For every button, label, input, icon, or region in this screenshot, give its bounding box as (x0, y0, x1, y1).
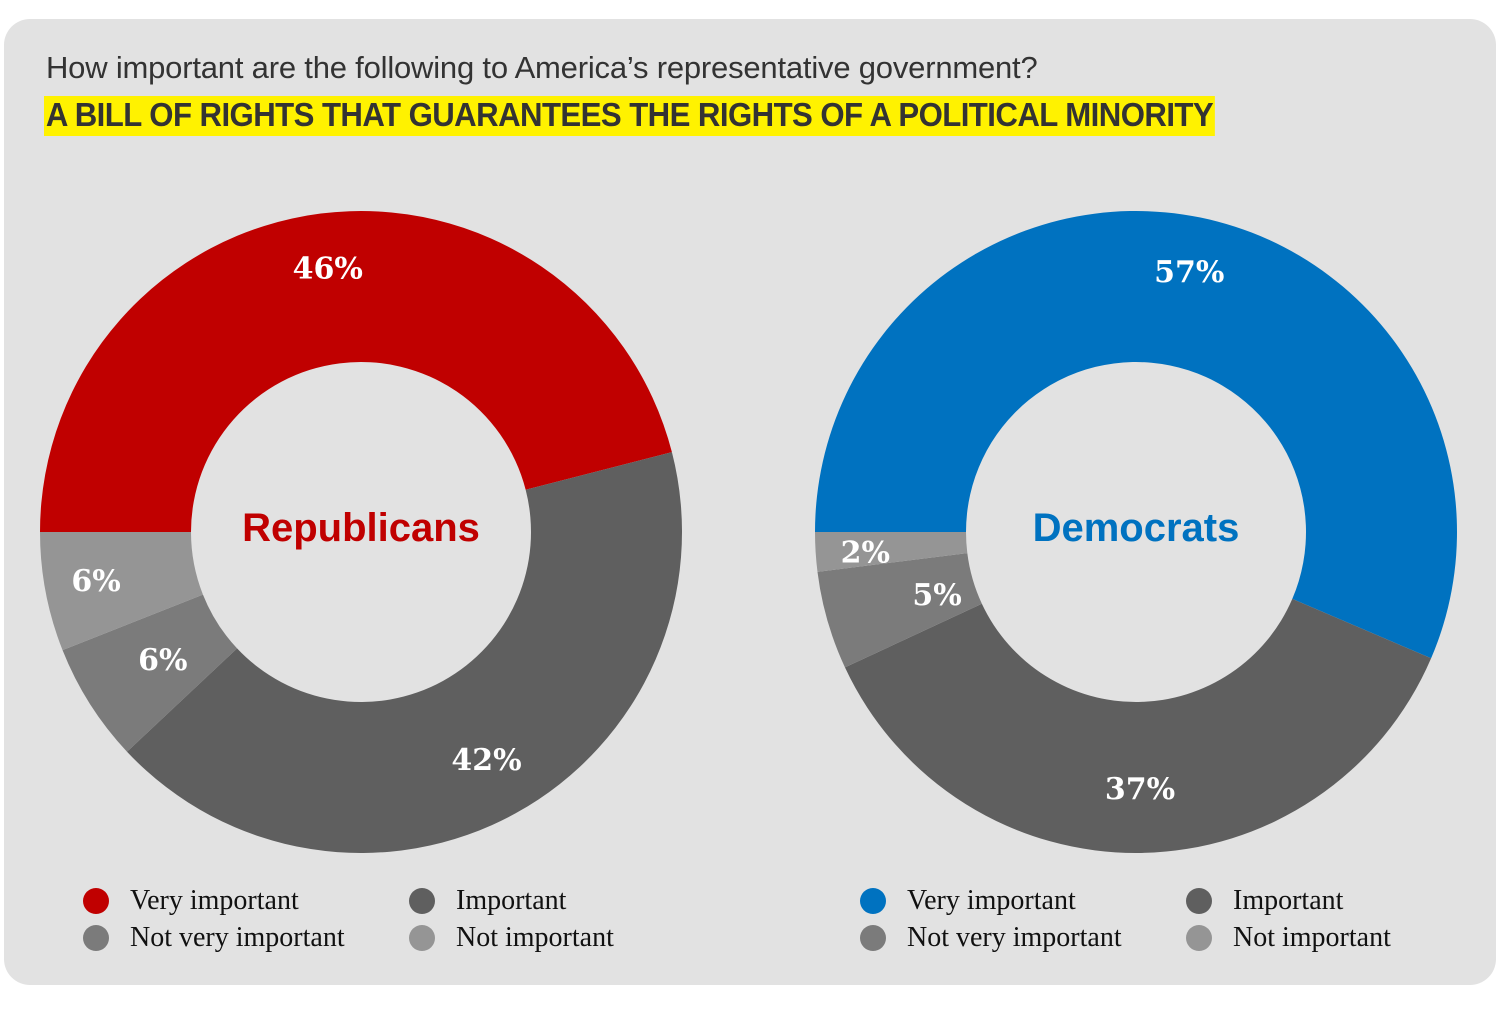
donut-slice-not-important (40, 532, 203, 651)
legend-dot-icon (860, 888, 886, 914)
republicans-donut: 46% 42% 6% 6% Republicans (40, 210, 682, 853)
donut-slice-not-very-important (817, 553, 982, 668)
slice-label-important: 37% (1105, 772, 1175, 807)
democrats-legend: Very important Important Not very import… (860, 884, 1426, 955)
legend-item-very-important: Very important (860, 884, 1186, 918)
donut-slice-not-very-important (62, 594, 238, 752)
legend-item-not-important: Not important (1186, 921, 1426, 955)
donut-slice-important (127, 452, 682, 853)
slice-label-not-very-important: 5% (912, 578, 961, 613)
republicans-legend: Very important Important Not very import… (83, 884, 649, 955)
slice-label-important: 42% (451, 743, 521, 778)
legend-dot-icon (409, 925, 435, 951)
chart-question: How important are the following to Ameri… (46, 50, 1038, 85)
legend-label: Not important (1233, 922, 1391, 953)
donut-slice-very-important (815, 210, 1457, 659)
slice-label-very-important: 46% (293, 251, 363, 286)
donut-slice-not-important (814, 532, 968, 572)
legend-label: Very important (130, 885, 299, 916)
donut-slice-important (844, 598, 1432, 853)
legend-item-important: Important (409, 884, 649, 918)
legend-label: Important (1233, 885, 1344, 916)
legend-label: Not very important (130, 922, 345, 953)
legend-item-important: Important (1186, 884, 1426, 918)
legend-dot-icon (860, 925, 886, 951)
legend-dot-icon (83, 925, 109, 951)
legend-item-not-very-important: Not very important (860, 921, 1186, 955)
legend-label: Not very important (907, 922, 1122, 953)
legend-item-not-important: Not important (409, 921, 649, 955)
chart-headline: A BILL OF RIGHTS THAT GUARANTEES THE RIG… (44, 96, 1215, 136)
slice-label-very-important: 57% (1154, 255, 1224, 290)
donut-slice-very-important (40, 210, 672, 532)
legend-dot-icon (1186, 888, 1212, 914)
democrats-donut: 57% 37% 5% 2% Democrats (814, 210, 1457, 853)
legend-dot-icon (83, 888, 109, 914)
legend-dot-icon (409, 888, 435, 914)
legend-label: Not important (456, 922, 614, 953)
legend-dot-icon (1186, 925, 1212, 951)
donut-center-title: Democrats (1033, 506, 1240, 550)
slice-label-not-important: 6% (71, 564, 120, 599)
donut-center-title: Republicans (242, 506, 480, 550)
slice-label-not-important: 2% (841, 535, 890, 570)
legend-label: Very important (907, 885, 1076, 916)
slice-label-not-very-important: 6% (138, 643, 187, 678)
legend-item-not-very-important: Not very important (83, 921, 409, 955)
legend-label: Important (456, 885, 567, 916)
legend-item-very-important: Very important (83, 884, 409, 918)
